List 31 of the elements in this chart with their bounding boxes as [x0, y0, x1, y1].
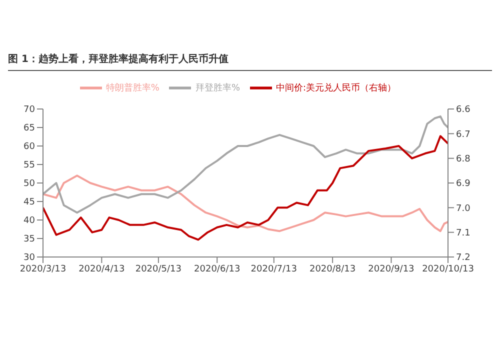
legend-label: 特朗普胜率%: [106, 83, 160, 94]
y-tick-label: 70: [24, 105, 36, 116]
y2-tick-label: 6.6: [456, 105, 471, 116]
legend-label: 拜登胜率%: [195, 83, 240, 94]
y-tick-label: 45: [24, 198, 35, 208]
x-tick-label: 2020/7/13: [250, 264, 297, 274]
y-tick-label: 40: [24, 216, 36, 226]
y2-tick-label: 6.9: [456, 179, 471, 190]
y2-tick-label: 7.2: [456, 253, 470, 264]
x-tick-label: 2020/9/13: [368, 264, 414, 274]
x-tick-label: 2020/5/13: [135, 264, 182, 274]
x-tick-label: 2020/4/13: [78, 264, 125, 274]
y2-tick-label: 7.0: [456, 204, 471, 214]
line-series: [43, 174, 448, 232]
chart-title: 图 1：趋势上看，拜登胜率提高有利于人民币升值: [8, 52, 492, 71]
y-tick-label: 65: [24, 124, 35, 134]
y-tick-label: 55: [24, 160, 35, 171]
y-tick-label: 50: [24, 179, 36, 190]
y-tick-label: 30: [24, 253, 36, 264]
y-tick-label: 35: [24, 234, 35, 245]
y-tick-label: 60: [24, 142, 36, 152]
y2-tick-label: 7.1: [456, 228, 470, 239]
line-series: [43, 115, 448, 214]
x-tick-label: 2020/10/13: [422, 264, 474, 274]
line-series: [43, 135, 448, 241]
y2-tick-label: 6.7: [456, 130, 470, 140]
x-tick-label: 2020/6/13: [194, 264, 240, 274]
y2-tick-label: 6.8: [456, 154, 471, 165]
x-tick-label: 2020/8/13: [309, 264, 356, 274]
x-tick-label: 2020/3/13: [20, 264, 66, 274]
legend-label: 中间价:美元兑人民币（右轴）: [276, 83, 396, 94]
